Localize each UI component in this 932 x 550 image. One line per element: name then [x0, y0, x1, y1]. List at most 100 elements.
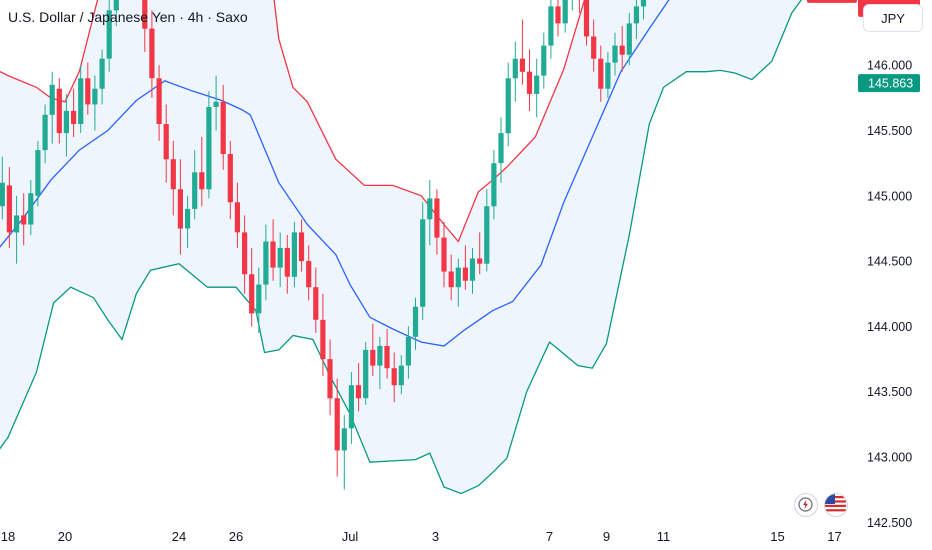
candle — [249, 248, 255, 327]
candle — [548, 0, 554, 59]
candle — [370, 323, 376, 376]
candle — [441, 221, 447, 288]
candle — [78, 65, 84, 134]
y-axis: 149.000148.500147.500147.000146.000145.5… — [867, 59, 912, 530]
lightning-icon[interactable] — [794, 493, 818, 517]
candle — [491, 150, 497, 220]
candle — [49, 71, 55, 144]
y-tick-label: 145.000 — [867, 189, 912, 203]
candle — [71, 88, 77, 137]
candle — [327, 339, 333, 416]
candle — [605, 52, 611, 98]
candle — [469, 248, 476, 294]
candle — [14, 195, 20, 264]
candle — [163, 104, 169, 183]
candle — [334, 378, 340, 477]
candle — [270, 219, 276, 281]
candle — [519, 19, 525, 85]
x-tick-label: 18 — [1, 529, 15, 544]
x-tick-label: 26 — [229, 529, 243, 544]
y-tick-label: 145.500 — [867, 124, 912, 138]
candle — [170, 140, 176, 216]
candle — [42, 104, 48, 164]
candle — [341, 415, 347, 490]
candle — [113, 0, 119, 26]
y-tick-label: 143.000 — [867, 451, 912, 465]
candle — [571, 0, 573, 11]
y-tick-label: 143.500 — [867, 385, 912, 399]
candle — [313, 267, 319, 333]
candle — [583, 0, 590, 46]
svg-text:USDJPY: USDJPY — [810, 0, 857, 1]
candle — [306, 245, 312, 301]
y-tick-label: 142.500 — [867, 516, 912, 530]
candle — [591, 19, 597, 72]
x-axis: 18202426Jul379111517212325 — [1, 529, 842, 544]
candle — [448, 254, 454, 301]
svg-text:146.546: 146.546 — [868, 0, 913, 1]
candle — [213, 75, 219, 131]
candle — [398, 355, 404, 395]
candle — [412, 297, 419, 350]
candle — [220, 84, 226, 170]
candle — [291, 221, 297, 288]
candle — [477, 232, 483, 275]
candle — [177, 159, 183, 255]
candles — [0, 0, 647, 490]
bollinger-band-fill — [0, 0, 802, 494]
x-tick-label: 17 — [827, 529, 841, 544]
candle — [320, 293, 326, 376]
candle — [242, 215, 248, 294]
candle — [526, 49, 533, 111]
candle — [35, 140, 41, 207]
candle — [633, 0, 639, 40]
lower-band-badge: 145.863 — [858, 74, 920, 93]
candle — [612, 32, 618, 76]
candle — [142, 0, 148, 53]
candle — [298, 219, 305, 272]
x-tick-label: 20 — [58, 529, 72, 544]
candle — [92, 75, 98, 131]
candle — [512, 41, 518, 102]
x-tick-label: 24 — [172, 529, 186, 544]
currency-button[interactable]: JPY — [863, 4, 923, 32]
candle — [434, 189, 440, 255]
candle — [263, 224, 269, 301]
candle — [391, 352, 397, 403]
candle — [405, 326, 411, 379]
candle — [256, 267, 262, 333]
x-tick-label: 11 — [657, 529, 671, 544]
x-tick-label: 15 — [770, 529, 784, 544]
candle — [484, 189, 490, 272]
candle — [6, 167, 12, 248]
x-tick-label: 7 — [546, 529, 553, 544]
candle — [156, 65, 162, 141]
candle — [455, 258, 461, 307]
candle — [462, 245, 468, 290]
y-tick-label: 146.000 — [867, 59, 912, 73]
candle — [498, 117, 504, 183]
us-flag-icon[interactable] — [824, 493, 848, 517]
x-tick-label: Jul — [342, 529, 359, 544]
candle — [619, 26, 625, 72]
candle — [640, 0, 647, 20]
candle — [56, 78, 62, 144]
candle — [384, 329, 390, 379]
candle — [206, 91, 212, 199]
candle — [598, 45, 604, 102]
candle — [192, 150, 198, 220]
candle — [534, 58, 540, 118]
candle — [555, 0, 561, 37]
x-tick-label: 9 — [603, 529, 610, 544]
candle — [420, 202, 426, 320]
candle — [363, 342, 369, 405]
candle — [277, 232, 283, 288]
candle — [234, 182, 240, 248]
lower-band-line — [0, 0, 803, 495]
candle — [106, 0, 112, 72]
candle — [227, 140, 233, 220]
svg-text:145.863: 145.863 — [868, 77, 913, 91]
y-tick-label: 144.500 — [867, 255, 912, 269]
candle — [28, 180, 34, 235]
